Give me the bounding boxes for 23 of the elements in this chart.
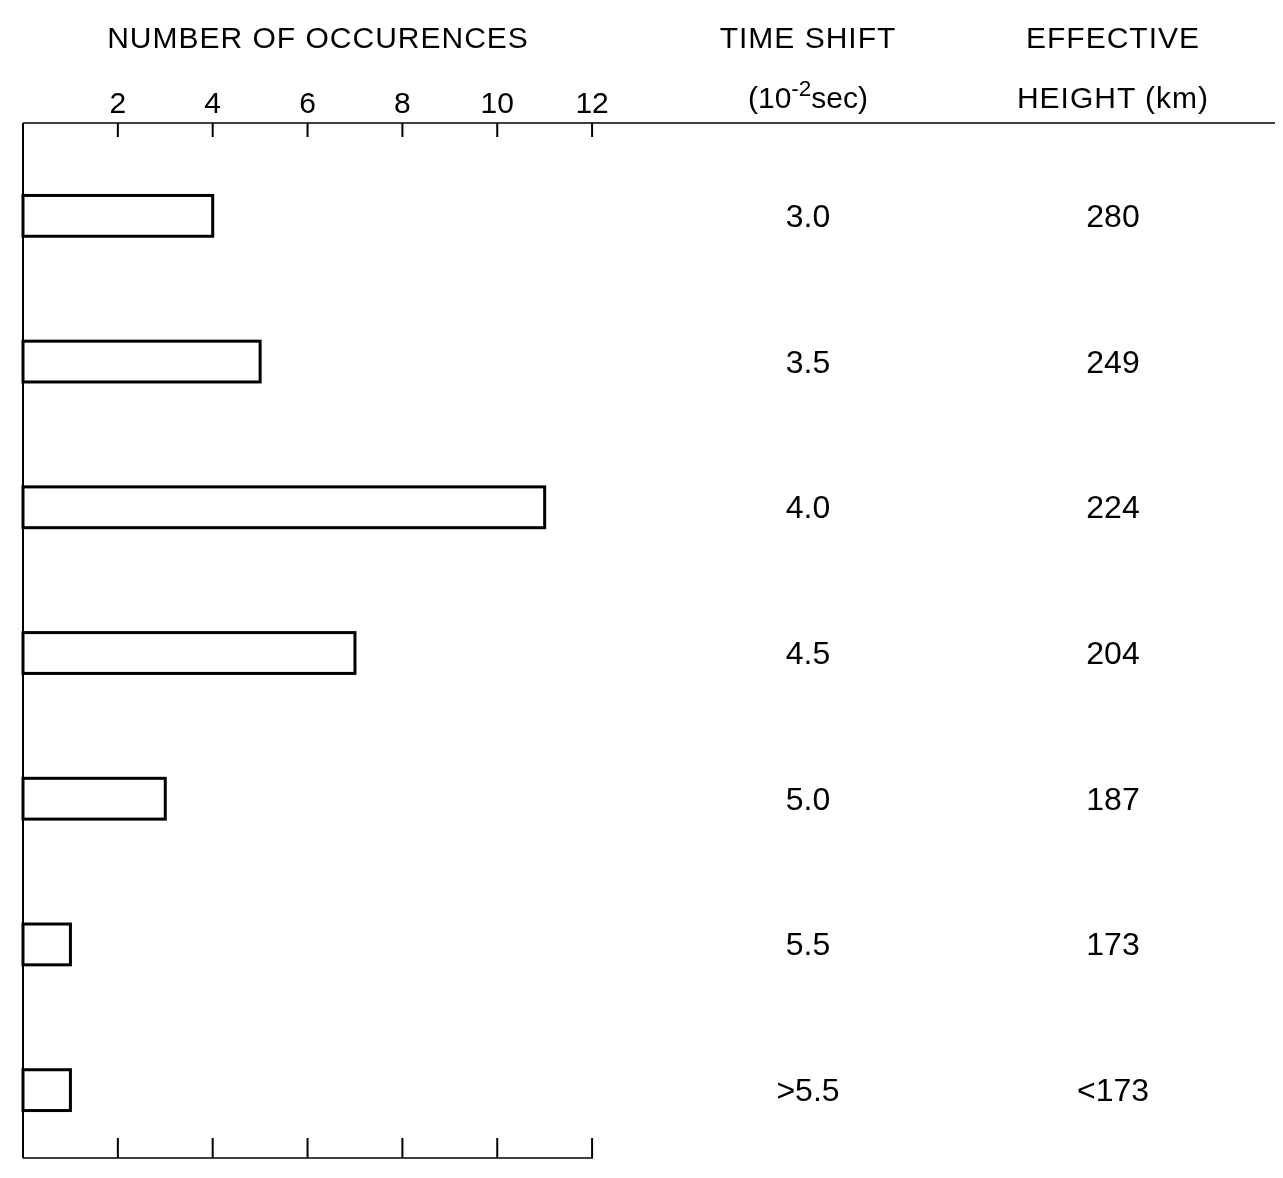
annotation: 173 <box>1086 926 1140 963</box>
text: EFFECTIVE HEIGHT (km) <box>1016 21 1210 114</box>
annotation: 204 <box>1086 635 1140 671</box>
y-tick-label: 4.5 <box>785 635 831 671</box>
annotation: 280 <box>1086 197 1140 234</box>
annotation: <173 <box>1076 1072 1150 1109</box>
x-tick-label: 8 <box>394 86 411 119</box>
annotation: 224 <box>1086 489 1140 526</box>
x-axis-title: NUMBER OF OCCURENCES <box>107 21 529 54</box>
y-tick-label: 3.5 <box>785 343 831 380</box>
annotation: 187 <box>1086 780 1140 817</box>
x-tick-label: 12 <box>575 86 609 119</box>
y-tick-label: 3.0 <box>785 197 831 234</box>
x-tick-label: 2 <box>109 86 127 119</box>
y-tick-label: 4.0 <box>785 489 831 526</box>
annotation: 249 <box>1086 343 1140 380</box>
y-tick-label: 5.5 <box>785 926 831 963</box>
x-tick-label: 6 <box>299 86 316 119</box>
y-tick-label: >5.5 <box>776 1072 840 1109</box>
y-tick-label: 5.0 <box>785 780 831 817</box>
x-tick-label: 4 <box>204 86 222 119</box>
x-tick-label: 10 <box>480 86 514 119</box>
y-axis-title: TIME SHIFT (10$^{-2}$sec) <box>719 21 897 114</box>
